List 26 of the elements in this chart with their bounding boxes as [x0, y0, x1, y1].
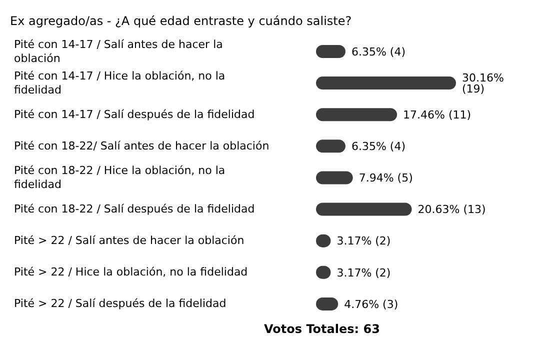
y-tick-label: Pité con 14-17 / Salí después de la fidelidad — [14, 108, 255, 121]
bar — [316, 45, 346, 58]
y-tick-label: Pité con 14-17 / Hice la oblación, no la fidelidad — [14, 69, 226, 96]
y-tick-label: Pité con 18-22 / Hice la oblación, no la fidelidad — [14, 164, 226, 192]
bar — [316, 76, 456, 90]
y-tick-label: Pité con 14-17 / Salí antes de hacer la oblación — [14, 38, 223, 65]
data-label: 3.17% (2) — [336, 266, 391, 280]
bar — [316, 202, 412, 216]
data-label: 20.63% (13) — [418, 203, 486, 216]
y-tick-label: Pité con 18-22/ Salí antes de hacer la oblación — [14, 139, 270, 152]
text: Ex agregado/as - ¿A qué edad entraste y cuándo saliste? — [9, 13, 353, 30]
y-tick-label: Pité > 22 / Salí antes de hacer la oblación — [14, 234, 244, 248]
y-tick-label: Pité > 22 / Salí después de la fidelidad — [14, 297, 226, 310]
bar — [316, 108, 398, 122]
text: Votos Totales: 63 — [263, 322, 381, 336]
bar — [316, 140, 346, 153]
data-label: 6.35% (4) — [351, 45, 406, 58]
data-label: 4.76% (3) — [344, 298, 398, 311]
bar — [316, 171, 353, 184]
data-label: 17.46% (11) — [403, 108, 472, 122]
data-label: 30.16% (19) — [462, 71, 504, 96]
y-tick-label: Pité con 18-22 / Salí después de la fidelidad — [14, 202, 255, 216]
data-label: 3.17% (2) — [336, 234, 391, 248]
data-label: 6.35% (4) — [351, 140, 406, 154]
data-label: 7.94% (5) — [358, 172, 413, 185]
y-tick-label: Pité > 22 / Hice la oblación, no la fidelidad — [14, 266, 248, 279]
